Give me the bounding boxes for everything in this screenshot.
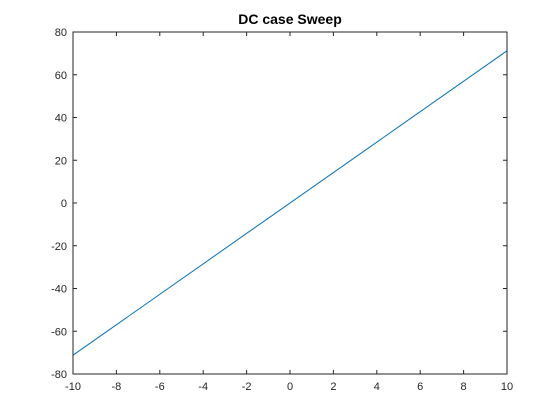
x-tick-label: 10 <box>501 381 513 393</box>
x-tick-label: -2 <box>242 381 252 393</box>
series-line-0 <box>72 50 508 356</box>
y-tick-label: 40 <box>55 113 67 125</box>
axes-box <box>72 31 508 375</box>
chart-title: DC case Sweep <box>238 11 342 27</box>
y-tick-label: 20 <box>55 155 67 167</box>
y-tick-label: -20 <box>51 241 67 253</box>
x-tick-label: 8 <box>461 381 467 393</box>
y-tick-label: 80 <box>55 27 67 39</box>
y-tick-label: -80 <box>51 369 67 381</box>
x-tick-label: 0 <box>287 381 293 393</box>
x-tick-label: -6 <box>155 381 165 393</box>
x-tick-label: 2 <box>330 381 336 393</box>
x-tick-label: -4 <box>198 381 208 393</box>
x-axis-ticks: -10 -8 -6 -4 -2 0 2 4 6 8 10 <box>65 32 513 393</box>
x-tick-label: 4 <box>374 381 380 393</box>
y-tick-label: -40 <box>51 284 67 296</box>
series-layer <box>72 50 508 356</box>
x-tick-label: 6 <box>417 381 423 393</box>
x-tick-label: -8 <box>112 381 122 393</box>
y-tick-label: 60 <box>55 70 67 82</box>
y-tick-label: -60 <box>51 326 67 338</box>
y-axis-ticks: -80 -60 -40 -20 0 20 40 60 80 <box>51 27 507 381</box>
x-tick-label: -10 <box>65 381 81 393</box>
y-tick-label: 0 <box>61 198 67 210</box>
